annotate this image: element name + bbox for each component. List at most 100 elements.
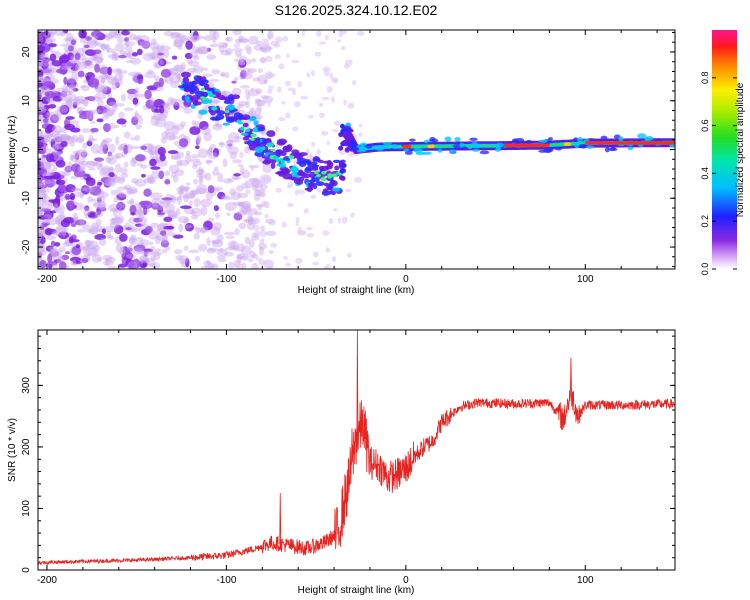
spectrogram-cell — [224, 251, 235, 257]
spectrogram-vertical-feature — [338, 145, 344, 151]
spectrogram-cell — [107, 53, 117, 59]
spectrogram-cell — [150, 192, 163, 201]
spectrogram-cell — [132, 36, 141, 41]
snr-panel: -200 -100 0 100 0 100 200 300 Height of straig… — [7, 329, 676, 596]
spectrogram-cell — [261, 200, 267, 207]
colorbar-tick-label: 0.8 — [700, 72, 710, 85]
spectrogram-cell — [208, 97, 219, 106]
spectrogram-cell — [318, 41, 327, 45]
spectrogram-cell — [77, 166, 85, 172]
spectrogram-cell — [205, 159, 214, 164]
spectrogram-line-cell — [555, 147, 562, 151]
spectrogram-cell — [51, 124, 63, 134]
spectrogram-cell — [163, 121, 176, 131]
spectrogram-cell — [129, 198, 135, 206]
spectrogram-cell — [97, 203, 107, 208]
spectrogram-cell — [69, 153, 74, 161]
spectrogram-ridge-cell — [282, 168, 290, 175]
spectrogram-cell — [49, 53, 57, 62]
spectrogram-cell — [59, 211, 65, 222]
spectrogram-cell — [249, 107, 253, 113]
spectrogram-cell — [311, 141, 316, 147]
spectrogram-cell — [110, 75, 117, 82]
spectrogram-cell — [235, 263, 244, 269]
spectrogram-cell — [86, 109, 95, 120]
spectrogram-cell — [175, 254, 184, 261]
spectrogram-cell — [70, 256, 82, 263]
spectrogram-cell — [124, 107, 134, 112]
spectrogram-cell — [330, 96, 335, 103]
spectrogram-ridge-highlight — [314, 170, 319, 175]
spectrogram-cell — [112, 208, 118, 217]
spectrogram-cell — [127, 186, 138, 195]
spectrogram-cell — [43, 81, 55, 88]
spectrogram-cell — [118, 54, 127, 59]
spectrogram-cell — [358, 123, 363, 128]
spectrogram-line-cell — [391, 144, 399, 150]
spectrogram-ridge-highlight — [207, 99, 213, 104]
spectrogram-ridge-cell — [308, 161, 318, 165]
spectrogram-cell — [38, 184, 48, 189]
spectrogram-cell — [148, 241, 154, 246]
spectrogram-cell — [267, 266, 274, 269]
spectrogram-cell — [227, 240, 239, 250]
spectrogram-cell — [221, 195, 230, 199]
spectrogram-cell — [45, 111, 54, 116]
spectrogram-cell — [113, 224, 124, 235]
spectrogram-cell — [165, 246, 171, 251]
spectrogram-cell — [60, 204, 65, 214]
spectrogram-cell — [190, 48, 199, 59]
spectrogram-cell — [38, 32, 43, 41]
spectrogram-cell — [325, 263, 331, 269]
spectrogram-cell — [232, 30, 242, 36]
spectrogram-cell — [191, 163, 198, 170]
spectrogram-cell — [220, 196, 233, 201]
spectrogram-cell — [106, 230, 112, 239]
spectrogram-cell — [41, 161, 52, 171]
spectrogram-line-cell — [574, 142, 580, 149]
spectrogram-cell — [225, 246, 237, 251]
spectrogram-cell — [134, 110, 139, 118]
spectrogram-cell — [147, 143, 155, 151]
spectrogram-cell — [104, 225, 116, 233]
spectrogram-cell — [244, 44, 251, 52]
spectrogram-cell — [44, 227, 53, 236]
spectrogram-cell — [236, 243, 245, 252]
spectrogram-cell — [252, 219, 257, 225]
spectrogram-ridge-cell — [237, 113, 244, 119]
colorbar-gradient — [712, 30, 737, 269]
spectrogram-ridge-cell — [215, 114, 225, 120]
spectrogram-cell — [90, 121, 96, 125]
spectrogram-cell — [87, 111, 94, 122]
spectrogram-line-cell — [578, 144, 588, 149]
spectrogram-cell — [47, 31, 55, 36]
spectrogram-cell — [255, 190, 264, 196]
spectrogram-cell — [287, 184, 291, 189]
spectrogram-cell — [325, 247, 330, 253]
spectrogram-cell — [150, 115, 157, 120]
spectrogram-ridge-cell — [266, 130, 276, 137]
spectrogram-ridge-cell — [218, 97, 229, 101]
spectrogram-cell — [244, 236, 251, 245]
spectrogram-cell — [38, 228, 42, 236]
spectrogram-cell — [119, 50, 127, 55]
spectrogram-cell — [274, 36, 283, 44]
spectrogram-cell — [343, 99, 347, 106]
spectrogram-cell — [60, 140, 68, 148]
spectrogram-cell — [267, 85, 274, 91]
spectrogram-cell — [227, 261, 235, 269]
spectrogram-cell — [141, 209, 151, 213]
spectrogram-cell — [250, 165, 254, 172]
spectrogram-cell — [309, 153, 313, 159]
spectrogram-cell — [259, 100, 265, 106]
spectrogram-cell — [143, 248, 153, 253]
spectrogram-hot-segment — [563, 142, 571, 146]
spectrogram-cell — [295, 216, 300, 223]
spectrogram-cell — [125, 227, 132, 231]
spectrogram-cell — [38, 228, 46, 234]
spectrogram-cell — [123, 131, 131, 139]
spectrogram-cell — [222, 178, 234, 184]
spectrogram-cell — [147, 148, 152, 154]
spectrogram-cell — [52, 96, 63, 102]
spectrogram-cell — [150, 254, 156, 261]
